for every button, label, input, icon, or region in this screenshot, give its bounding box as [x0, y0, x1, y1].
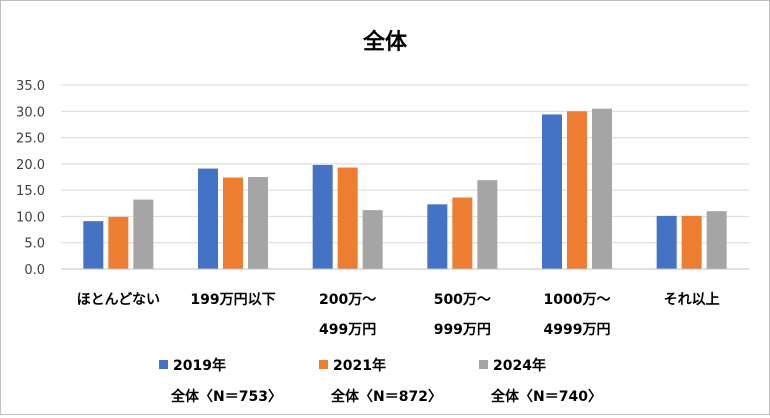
bar-2019年-0	[83, 221, 104, 269]
chart-title: 全体	[362, 29, 408, 55]
bar-2024年-5	[706, 211, 727, 269]
gridlines	[61, 84, 749, 244]
x-tick-label: 1000万～	[544, 292, 611, 308]
bar-2021年-2	[337, 167, 358, 269]
y-tick-label: 10.0	[16, 210, 45, 225]
y-tick-label: 0.0	[24, 263, 45, 278]
bar-2019年-3	[427, 204, 448, 269]
y-tick-label: 25.0	[16, 132, 45, 147]
bar-2021年-3	[452, 197, 473, 269]
x-tick-label: 199万円以下	[190, 292, 275, 308]
y-axis-tick-labels: 0.0 5.0 10.0 15.0 20.0 25.0 30.0 35.0	[16, 79, 45, 278]
bar-2019年-2	[312, 164, 333, 269]
y-tick-label: 30.0	[16, 105, 45, 120]
bars	[83, 108, 727, 270]
y-tick-label: 5.0	[24, 237, 45, 252]
x-tick-label: 999万円	[434, 322, 491, 338]
x-tick-label: 500万～	[434, 292, 491, 308]
legend-sample-size: 全体〈N＝872〉	[330, 388, 442, 405]
y-tick-label: 15.0	[16, 184, 45, 199]
x-tick-label: ほとんどない	[77, 292, 160, 308]
bar-2024年-4	[592, 108, 612, 270]
legend-entry: 2024年	[493, 357, 546, 374]
y-tick-label: 20.0	[16, 158, 45, 173]
legend-swatch	[159, 360, 168, 369]
bar-2021年-0	[108, 216, 129, 269]
x-tick-label: 499万円	[319, 322, 376, 338]
y-tick-label: 35.0	[16, 79, 45, 94]
bar-2021年-4	[567, 111, 587, 270]
bar-2019年-4	[542, 114, 562, 269]
bar-2019年-1	[198, 168, 218, 269]
x-tick-label: 4999万円	[544, 322, 611, 338]
legend-entry: 2021年	[333, 357, 386, 374]
legend-sample-size: 全体〈N＝740〉	[490, 388, 602, 405]
legend-entry: 2019年	[173, 357, 226, 374]
bar-2024年-1	[248, 177, 268, 269]
bar-2024年-0	[133, 199, 154, 269]
x-tick-label: それ以上	[664, 292, 720, 308]
bar-2021年-5	[681, 215, 702, 269]
bar-2024年-3	[477, 180, 498, 269]
x-axis-tick-labels: ほとんどない 199万円以下 200万～ 499万円 500万～ 999万円 1000万～ 4…	[77, 292, 720, 338]
legend-swatch	[479, 360, 488, 369]
bar-2024年-2	[362, 210, 383, 269]
bar-2021年-1	[223, 177, 243, 269]
legend-swatch	[319, 360, 328, 369]
bar-2019年-5	[656, 215, 677, 269]
legend-sample-size: 全体〈N＝753〉	[170, 388, 282, 405]
x-tick-label: 200万～	[319, 292, 376, 308]
